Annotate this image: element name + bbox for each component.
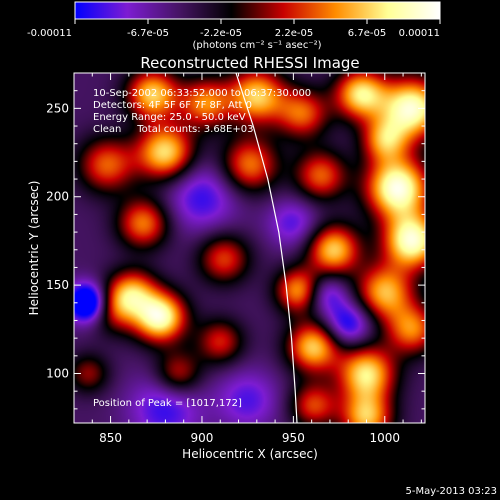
y-tick-label: 250	[46, 101, 69, 115]
colorbar: -0.00011 -6.7e-05 -2.2e-05 2.2e-05 6.7e-05 0.…	[27, 1, 441, 51]
x-tick-label: 900	[191, 431, 214, 445]
y-tick-label: 200	[46, 190, 69, 204]
x-tick-label: 850	[99, 431, 122, 445]
y-axis-label: Heliocentric Y (arcsec)	[27, 181, 41, 316]
info-line-detectors: Detectors: 4F 5F 6F 7F 8F, Att 0	[93, 100, 252, 111]
info-line-energy: Energy Range: 25.0 - 50.0 keV	[93, 112, 246, 123]
axis-tick-labels: 850 900 950 1000 100 150 200 250	[46, 101, 400, 445]
y-tick-label: 100	[46, 367, 69, 381]
y-tick-label: 150	[46, 278, 69, 292]
colorbar-tick-label: 2.2e-05	[275, 28, 313, 39]
plot-timestamp: 5-May-2013 03:23	[405, 486, 497, 497]
x-tick-label: 1000	[370, 431, 401, 445]
plot-frame	[73, 72, 426, 424]
x-axis-label: Heliocentric X (arcsec)	[182, 447, 318, 461]
chart-title: Reconstructed RHESSI Image	[140, 54, 359, 72]
colorbar-unit-label: (photons cm⁻² s⁻¹ asec⁻²)	[192, 40, 321, 51]
solar-limb-line	[235, 73, 298, 423]
x-tick-label: 950	[282, 431, 305, 445]
colorbar-tick-label: 6.7e-05	[348, 28, 386, 39]
colorbar-tick-label: -2.2e-05	[200, 28, 242, 39]
info-text-block: 10-Sep-2002 06:33:52.000 to 06:37:30.000…	[93, 88, 311, 135]
info-line-clean: Clean Total counts: 3.68E+03	[93, 124, 253, 135]
info-line-time: 10-Sep-2002 06:33:52.000 to 06:37:30.000	[93, 88, 311, 99]
plot-area: 10-Sep-2002 06:33:52.000 to 06:37:30.000…	[73, 72, 426, 424]
colorbar-ticks: -0.00011 -6.7e-05 -2.2e-05 2.2e-05 6.7e-05 0.…	[27, 19, 441, 39]
colorbar-tick-label: -0.00011	[27, 28, 72, 39]
colorbar-tick-label: -6.7e-05	[127, 28, 169, 39]
colorbar-gradient	[74, 1, 441, 20]
heatmap-image	[74, 73, 425, 423]
peak-position-label: Position of Peak = [1017,172]	[93, 398, 242, 409]
colorbar-tick-label: 0.00011	[399, 28, 440, 39]
